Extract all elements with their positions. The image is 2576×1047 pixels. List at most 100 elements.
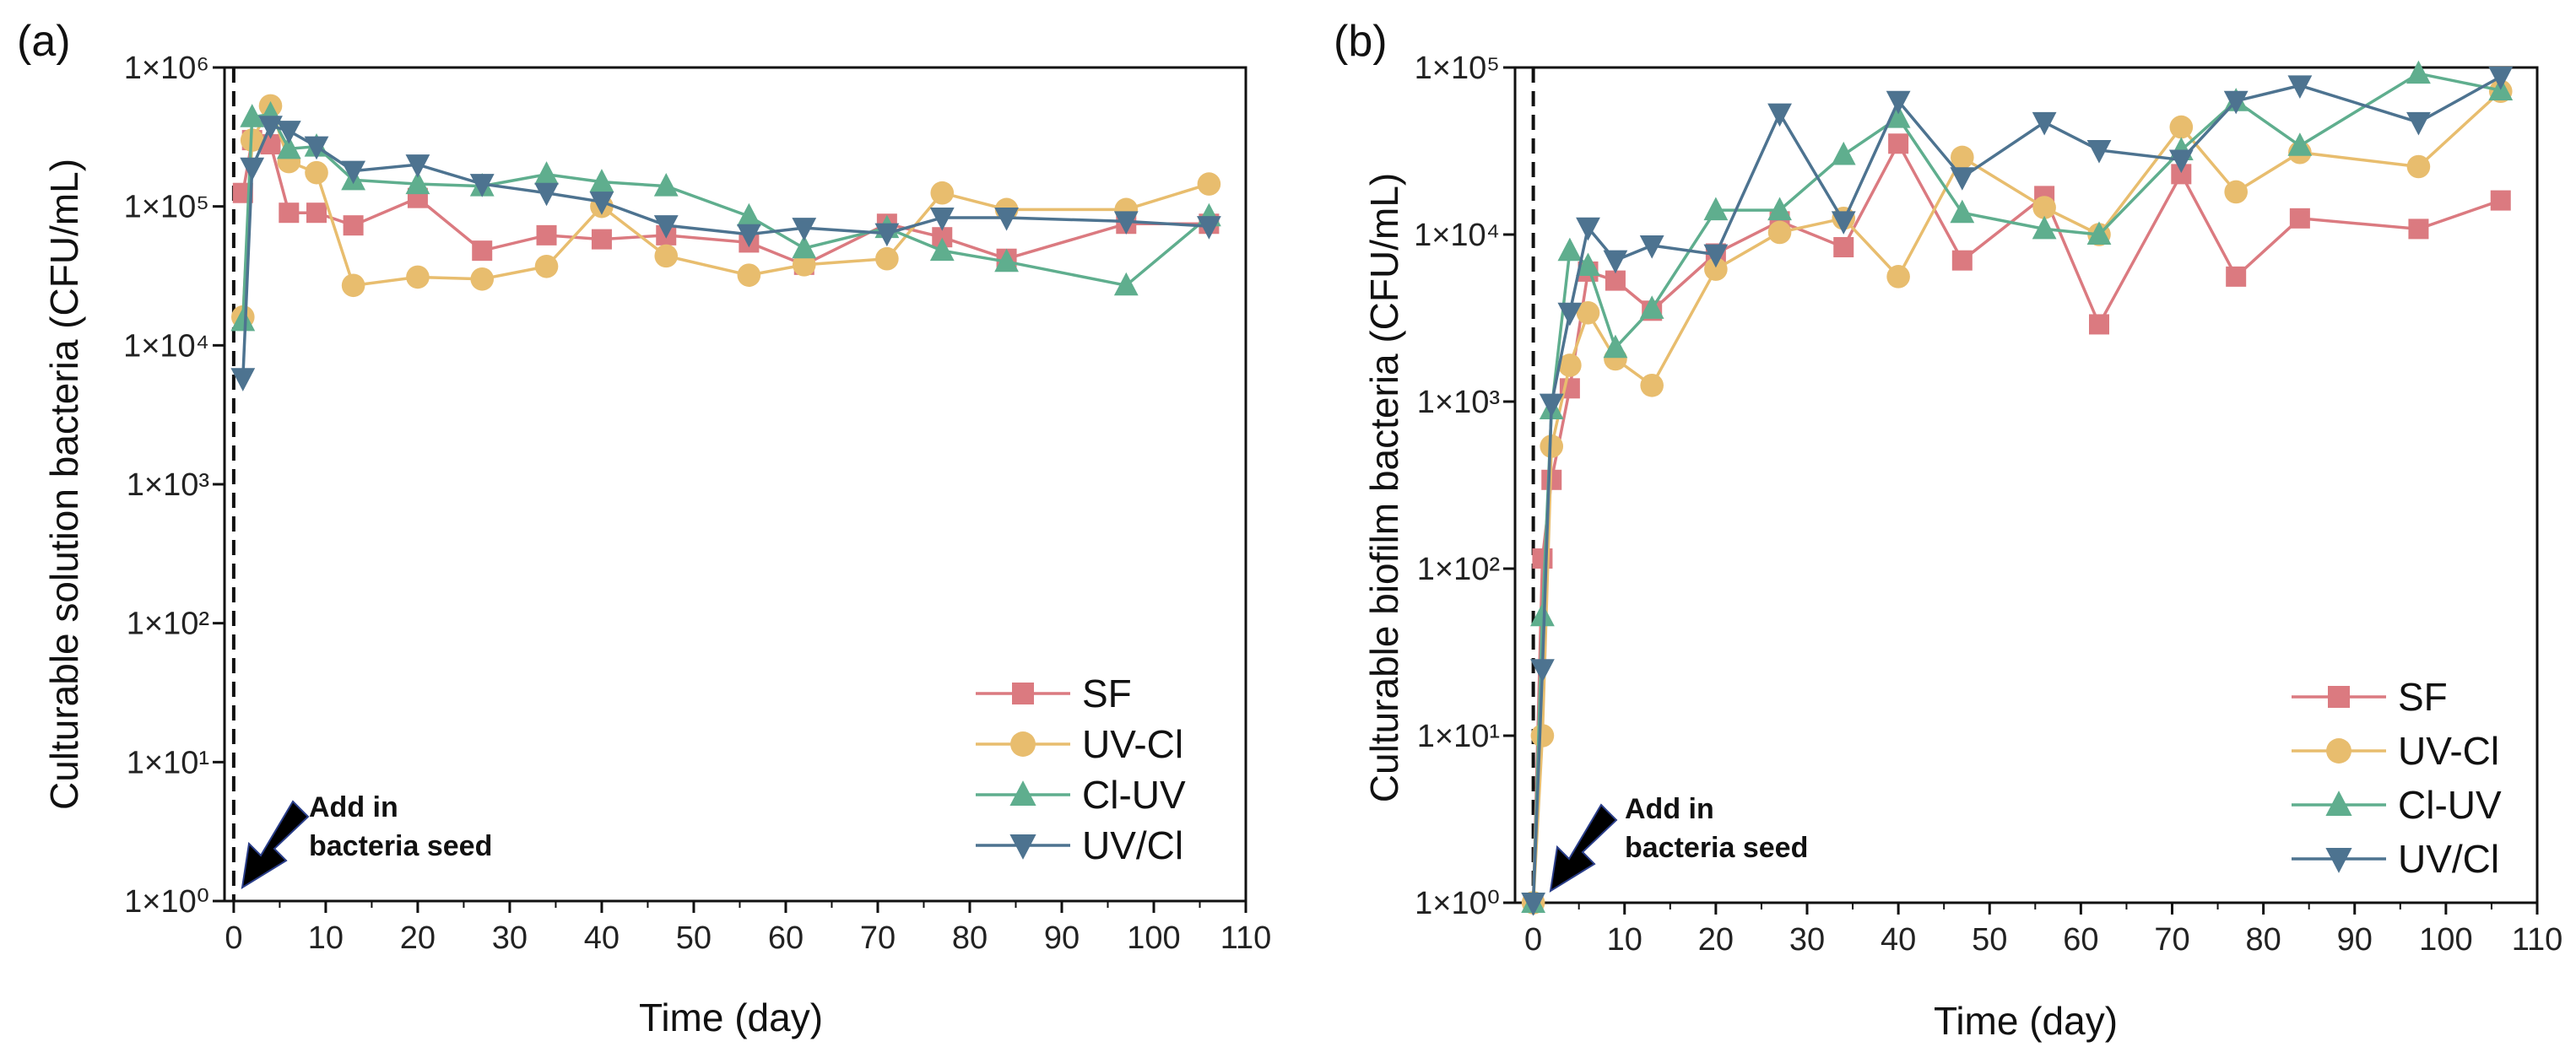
- x-axis-title: Time (day): [1934, 999, 2118, 1043]
- data-point-circle: [2224, 180, 2248, 204]
- x-tick-label: 110: [2512, 922, 2563, 958]
- data-point-circle: [341, 273, 365, 298]
- data-point-triangle-up: [1113, 272, 1139, 296]
- annotation-line2: bacteria seed: [309, 830, 492, 862]
- series-uv-cl: [1521, 79, 2513, 915]
- data-point-triangle-down: [1009, 834, 1036, 860]
- data-point-triangle-down: [341, 160, 366, 185]
- data-point-circle: [792, 253, 816, 277]
- data-point-square: [2328, 686, 2350, 708]
- data-point-square: [2408, 219, 2429, 240]
- data-point-triangle-up: [1831, 141, 1856, 165]
- y-tick-label: 1×10⁶: [124, 51, 209, 86]
- x-tick-label: 70: [2154, 922, 2189, 958]
- data-point-triangle-up: [2032, 215, 2057, 240]
- arrow-icon: [241, 800, 310, 889]
- data-point-circle: [1767, 220, 1792, 245]
- y-tick-label: 1×10³: [1417, 385, 1500, 420]
- data-point-triangle-down: [2086, 139, 2112, 164]
- data-point-circle: [1530, 724, 1555, 747]
- data-point-triangle-down: [1950, 167, 1975, 191]
- data-point-triangle-down: [276, 121, 301, 144]
- legend-label: UV/Cl: [1082, 823, 1183, 867]
- data-point-triangle-down: [230, 368, 256, 391]
- data-point-square: [1951, 250, 1973, 271]
- data-point-triangle-down: [1831, 211, 1856, 235]
- data-point-square: [1012, 683, 1034, 704]
- data-point-triangle-down: [1603, 250, 1628, 274]
- data-point-circle: [305, 160, 328, 185]
- data-point-circle: [1010, 731, 1036, 757]
- series-line: [1531, 140, 2502, 904]
- legend-label: Cl-UV: [1082, 773, 1186, 817]
- series-sf: [232, 130, 1220, 275]
- x-tick-label: 90: [1044, 920, 1080, 956]
- data-point-triangle-down: [2488, 66, 2514, 90]
- data-point-circle: [2032, 196, 2056, 219]
- x-tick-label: 60: [768, 920, 804, 956]
- series-cl-uv: [230, 100, 1221, 332]
- data-point-triangle-down: [874, 223, 900, 247]
- data-point-circle: [930, 181, 955, 205]
- x-tick-label: 0: [1524, 922, 1542, 958]
- y-axis-title: Culturable solution bacteria (CFU/mL): [42, 159, 86, 810]
- x-tick-label: 30: [492, 920, 528, 956]
- panel-label: (a): [17, 17, 71, 66]
- data-point-circle: [2406, 154, 2431, 179]
- data-point-triangle-down: [1886, 90, 1911, 115]
- y-tick-label: 1×10⁰: [124, 884, 209, 920]
- legend-label: UV/Cl: [2398, 837, 2499, 881]
- x-tick-label: 40: [584, 920, 620, 956]
- data-point-square: [1833, 236, 1854, 257]
- legend-label: Cl-UV: [2398, 783, 2502, 827]
- data-point-square: [2490, 190, 2511, 211]
- x-tick-label: 110: [1220, 920, 1272, 956]
- y-tick-label: 1×10²: [1417, 552, 1500, 587]
- data-point-triangle-up: [1576, 252, 1600, 277]
- x-tick-label: 20: [400, 920, 436, 956]
- data-point-triangle-down: [258, 116, 283, 139]
- data-point-circle: [1886, 265, 1910, 289]
- data-point-circle: [1558, 353, 1582, 377]
- data-point-triangle-down: [653, 215, 679, 239]
- series-uv-cl: [1521, 66, 2514, 916]
- data-point-triangle-down: [1767, 103, 1792, 127]
- series-line: [241, 124, 1210, 379]
- legend-label: SF: [1082, 672, 1132, 715]
- x-tick-label: 70: [860, 920, 896, 956]
- data-point-triangle-up: [792, 235, 817, 259]
- annotation-line2: bacteria seed: [1625, 832, 1808, 864]
- x-tick-label: 20: [1698, 922, 1734, 958]
- data-point-circle: [737, 263, 761, 287]
- panel-b: (b) Culturable biofilm bacteria (CFU/mL)…: [1334, 17, 2562, 1043]
- x-tick-label: 50: [676, 920, 712, 956]
- data-point-circle: [1704, 257, 1728, 281]
- data-point-square: [1605, 270, 1626, 291]
- data-point-square: [343, 215, 364, 236]
- data-point-triangle-down: [304, 136, 329, 160]
- data-point-triangle-down: [405, 154, 430, 178]
- data-point-triangle-down: [792, 218, 817, 241]
- series-line: [241, 138, 1210, 267]
- series-cl-uv: [1521, 60, 2514, 913]
- series-uv-cl: [230, 116, 1221, 391]
- data-point-triangle-up: [534, 161, 559, 185]
- data-point-triangle-up: [276, 135, 301, 159]
- data-point-triangle-down: [1113, 211, 1139, 235]
- data-point-square: [1888, 133, 1909, 154]
- data-point-square: [279, 202, 300, 224]
- series-line: [241, 112, 1210, 321]
- data-point-triangle-up: [405, 170, 430, 195]
- data-point-triangle-down: [1530, 659, 1555, 683]
- data-point-triangle-down: [1557, 302, 1583, 327]
- x-tick-label: 50: [1972, 922, 2007, 958]
- data-point-triangle-down: [2325, 848, 2352, 873]
- data-point-triangle-up: [589, 169, 614, 192]
- data-point-triangle-up: [994, 248, 1019, 273]
- x-tick-label: 60: [2063, 922, 2098, 958]
- data-point-circle: [654, 244, 679, 268]
- x-tick-label: 0: [225, 920, 242, 956]
- x-tick-label: 100: [2419, 922, 2472, 958]
- data-point-triangle-up: [2406, 60, 2431, 84]
